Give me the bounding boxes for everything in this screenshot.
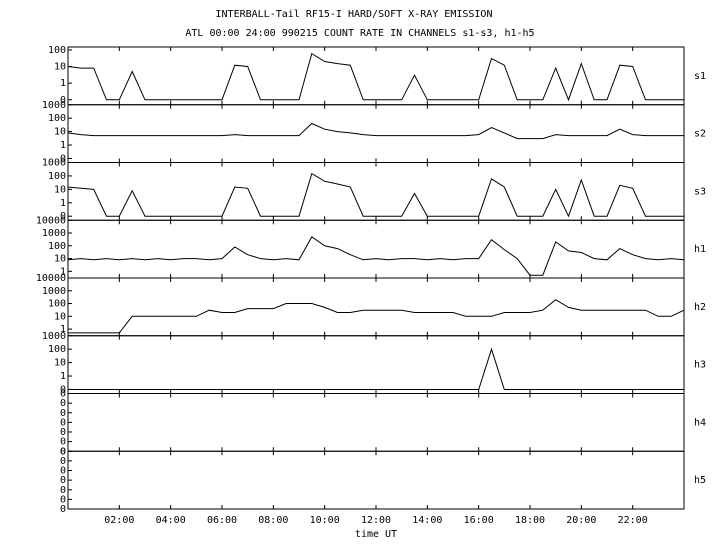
y-tick-label: 1000 xyxy=(42,331,66,342)
panel-label: h5 xyxy=(694,475,706,486)
y-tick-label: 10 xyxy=(54,254,66,265)
y-tick-label: 10 xyxy=(54,311,66,322)
y-tick-label: 10 xyxy=(54,127,66,138)
x-tick-label: 16:00 xyxy=(464,515,494,526)
y-tick-label: 100 xyxy=(48,344,66,355)
x-tick-label: 02:00 xyxy=(104,515,134,526)
y-tick-label: 1000 xyxy=(42,158,66,169)
x-tick-label: 12:00 xyxy=(361,515,391,526)
y-tick-label: 0 xyxy=(60,446,66,457)
y-tick-label: 0 xyxy=(60,437,66,448)
data-line xyxy=(67,236,685,276)
y-tick-label: 0 xyxy=(60,485,66,496)
chart-title: INTERBALL-Tail RF15-I HARD/SOFT X-RAY EM… xyxy=(216,9,493,20)
y-tick-label: 100 xyxy=(48,241,66,252)
chart-subtitle: ATL 00:00 24:00 990215 COUNT RATE IN CHA… xyxy=(185,28,534,39)
y-tick-label: 0 xyxy=(60,494,66,505)
y-tick-label: 0 xyxy=(60,384,66,395)
y-tick-label: 0 xyxy=(60,408,66,419)
y-tick-label: 1 xyxy=(60,78,66,89)
x-tick-label: 04:00 xyxy=(156,515,186,526)
y-tick-label: 100 xyxy=(48,171,66,182)
y-tick-label: 0 xyxy=(60,153,66,164)
y-tick-label: 10000 xyxy=(36,273,66,284)
y-tick-label: 1000 xyxy=(42,100,66,111)
y-tick-label: 0 xyxy=(60,504,66,515)
y-tick-label: 0 xyxy=(60,427,66,438)
data-line xyxy=(68,299,685,334)
x-tick-label: 08:00 xyxy=(258,515,288,526)
x-tick-label: 06:00 xyxy=(207,515,237,526)
x-tick-label: 20:00 xyxy=(566,515,596,526)
y-tick-label: 1 xyxy=(60,324,66,335)
data-line xyxy=(68,347,684,390)
panel-label: h1 xyxy=(694,244,706,255)
y-tick-label: 1 xyxy=(60,140,66,151)
data-line xyxy=(67,122,684,140)
y-tick-label: 0 xyxy=(60,398,66,409)
y-tick-label: 10000 xyxy=(36,215,66,226)
y-tick-label: 100 xyxy=(48,45,66,56)
y-tick-label: 1 xyxy=(60,266,66,277)
y-tick-label: 100 xyxy=(48,113,66,124)
x-tick-label: 14:00 xyxy=(412,515,442,526)
x-tick-label: 10:00 xyxy=(310,515,340,526)
y-tick-label: 0 xyxy=(60,456,66,467)
y-tick-label: 0 xyxy=(60,417,66,428)
panel-label: s3 xyxy=(694,186,706,197)
y-tick-label: 1 xyxy=(60,198,66,209)
panel-label: s1 xyxy=(694,71,706,82)
y-tick-label: 10 xyxy=(54,184,66,195)
panel-label: h4 xyxy=(694,417,706,428)
x-tick-label: 18:00 xyxy=(515,515,545,526)
x-tick-label: 22:00 xyxy=(618,515,648,526)
data-line xyxy=(67,52,684,102)
y-tick-label: 1 xyxy=(60,371,66,382)
y-tick-label: 0 xyxy=(60,466,66,477)
y-tick-label: 0 xyxy=(60,446,66,457)
y-tick-label: 1000 xyxy=(42,286,66,297)
panel-label: h2 xyxy=(694,302,706,313)
x-axis-label: time UT xyxy=(355,529,397,540)
y-tick-label: 0 xyxy=(60,389,66,400)
y-tick-label: 10 xyxy=(54,62,66,73)
panel-label: s2 xyxy=(694,129,706,140)
y-tick-label: 1000 xyxy=(42,228,66,239)
panel-label: h3 xyxy=(694,360,706,371)
y-tick-label: 0 xyxy=(60,475,66,486)
y-tick-label: 100 xyxy=(48,299,66,310)
y-tick-label: 0 xyxy=(60,211,66,222)
data-line xyxy=(67,172,684,218)
y-tick-label: 10 xyxy=(54,358,66,369)
y-tick-label: 0 xyxy=(60,95,66,106)
